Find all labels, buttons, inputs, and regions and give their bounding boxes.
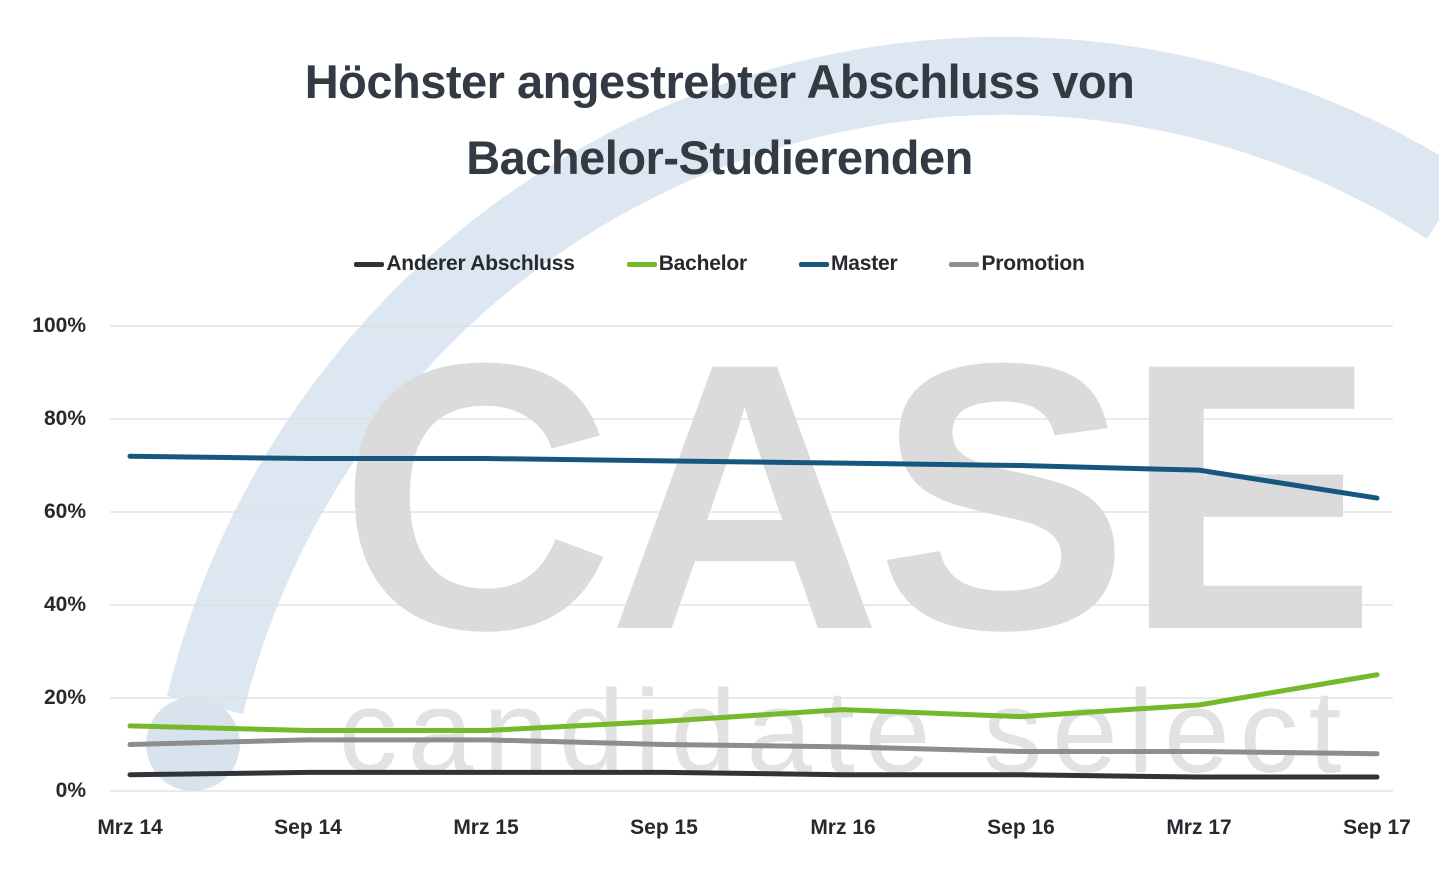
series-line-promotion xyxy=(127,737,1380,757)
x-tick-sep17: Sep 17 xyxy=(1343,816,1411,839)
swoosh-arc xyxy=(167,36,1439,715)
gridlines xyxy=(110,325,1393,792)
x-tick-sep14: Sep 14 xyxy=(274,816,342,839)
legend-label-bachelor: Bachelor xyxy=(658,252,747,275)
y-tick-60: 60% xyxy=(43,500,86,523)
series-line-bachelor xyxy=(127,672,1380,734)
x-tick-mrz14: Mrz 14 xyxy=(97,816,163,839)
y-tick-40: 40% xyxy=(43,593,86,616)
y-tick-20: 20% xyxy=(43,686,86,709)
chart-legend: Anderer Abschluss Bachelor Master Promot… xyxy=(0,252,1439,276)
legend-item-promotion: Promotion xyxy=(949,252,1085,276)
x-tick-mrz16: Mrz 16 xyxy=(810,816,876,839)
series-line-anderer-abschluss xyxy=(127,769,1380,780)
chart-title-line1: Höchster angestrebter Abschluss von xyxy=(304,55,1135,108)
x-tick-sep16: Sep 16 xyxy=(987,816,1055,839)
x-tick-sep15: Sep 15 xyxy=(630,816,698,839)
legend-label-anderer-abschluss: Anderer Abschluss xyxy=(386,252,575,275)
chart-title: Höchster angestrebter Abschluss von Bach… xyxy=(0,44,1439,196)
legend-label-master: Master xyxy=(830,252,898,275)
y-tick-0: 0% xyxy=(55,779,86,802)
legend-item-master: Master xyxy=(798,252,898,276)
x-tick-mrz15: Mrz 15 xyxy=(453,816,519,839)
legend-swatch-master-icon xyxy=(798,261,829,267)
series-lines xyxy=(127,453,1380,780)
legend-item-anderer-abschluss: Anderer Abschluss xyxy=(354,252,575,276)
legend-swatch-bachelor-icon xyxy=(626,261,657,267)
chart-title-line2: Bachelor-Studierenden xyxy=(466,131,973,184)
y-tick-100: 100% xyxy=(32,314,86,337)
legend-item-bachelor: Bachelor xyxy=(626,252,747,276)
legend-label-promotion: Promotion xyxy=(981,252,1085,275)
legend-swatch-promotion-icon xyxy=(949,261,980,267)
legend-swatch-anderer-abschluss-icon xyxy=(354,261,385,267)
watermark-word: CASE xyxy=(339,284,1371,709)
x-tick-mrz17: Mrz 17 xyxy=(1166,816,1232,839)
y-tick-80: 80% xyxy=(43,407,86,430)
series-line-master xyxy=(127,453,1380,501)
